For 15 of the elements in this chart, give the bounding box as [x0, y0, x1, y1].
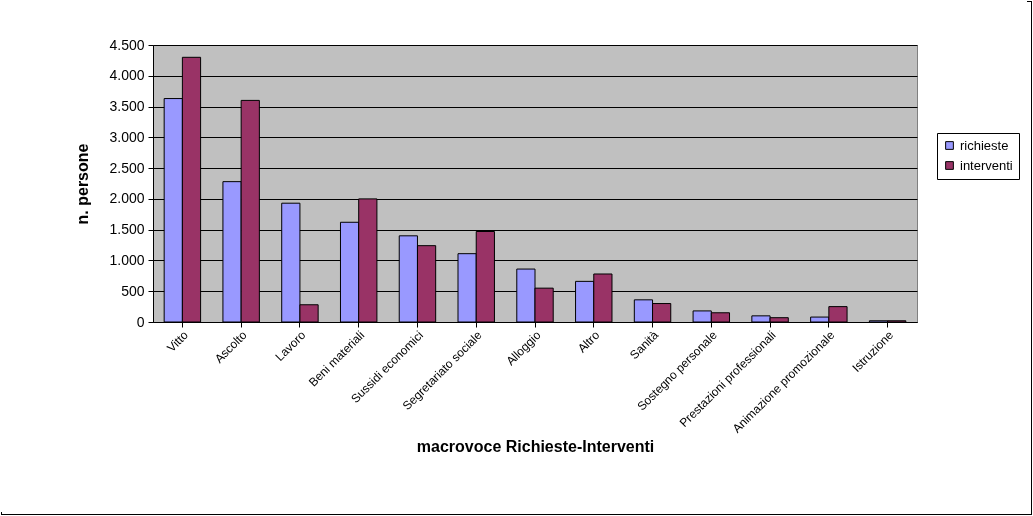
y-tick-label: 2.500	[109, 159, 145, 176]
y-tick-label: 0	[136, 313, 145, 330]
y-axis-title: n. persone	[74, 143, 92, 225]
y-tick-label: 2.000	[109, 190, 145, 207]
y-tick-label: 3.000	[109, 128, 145, 145]
x-axis-title: macrovoce Richieste-Interventi	[416, 437, 655, 455]
y-tick-label: 500	[121, 282, 145, 299]
y-tick-label: 1.000	[109, 251, 145, 268]
y-tick-label: 3.500	[109, 98, 145, 115]
legend-label: richieste	[960, 137, 1009, 153]
legend-label: interventi	[960, 157, 1013, 173]
x-tick-label: Vitto	[164, 327, 192, 355]
y-tick-label: 1.500	[109, 221, 145, 238]
y-tick-label: 4.000	[109, 67, 145, 84]
y-tick-label: 4.500	[109, 36, 145, 53]
